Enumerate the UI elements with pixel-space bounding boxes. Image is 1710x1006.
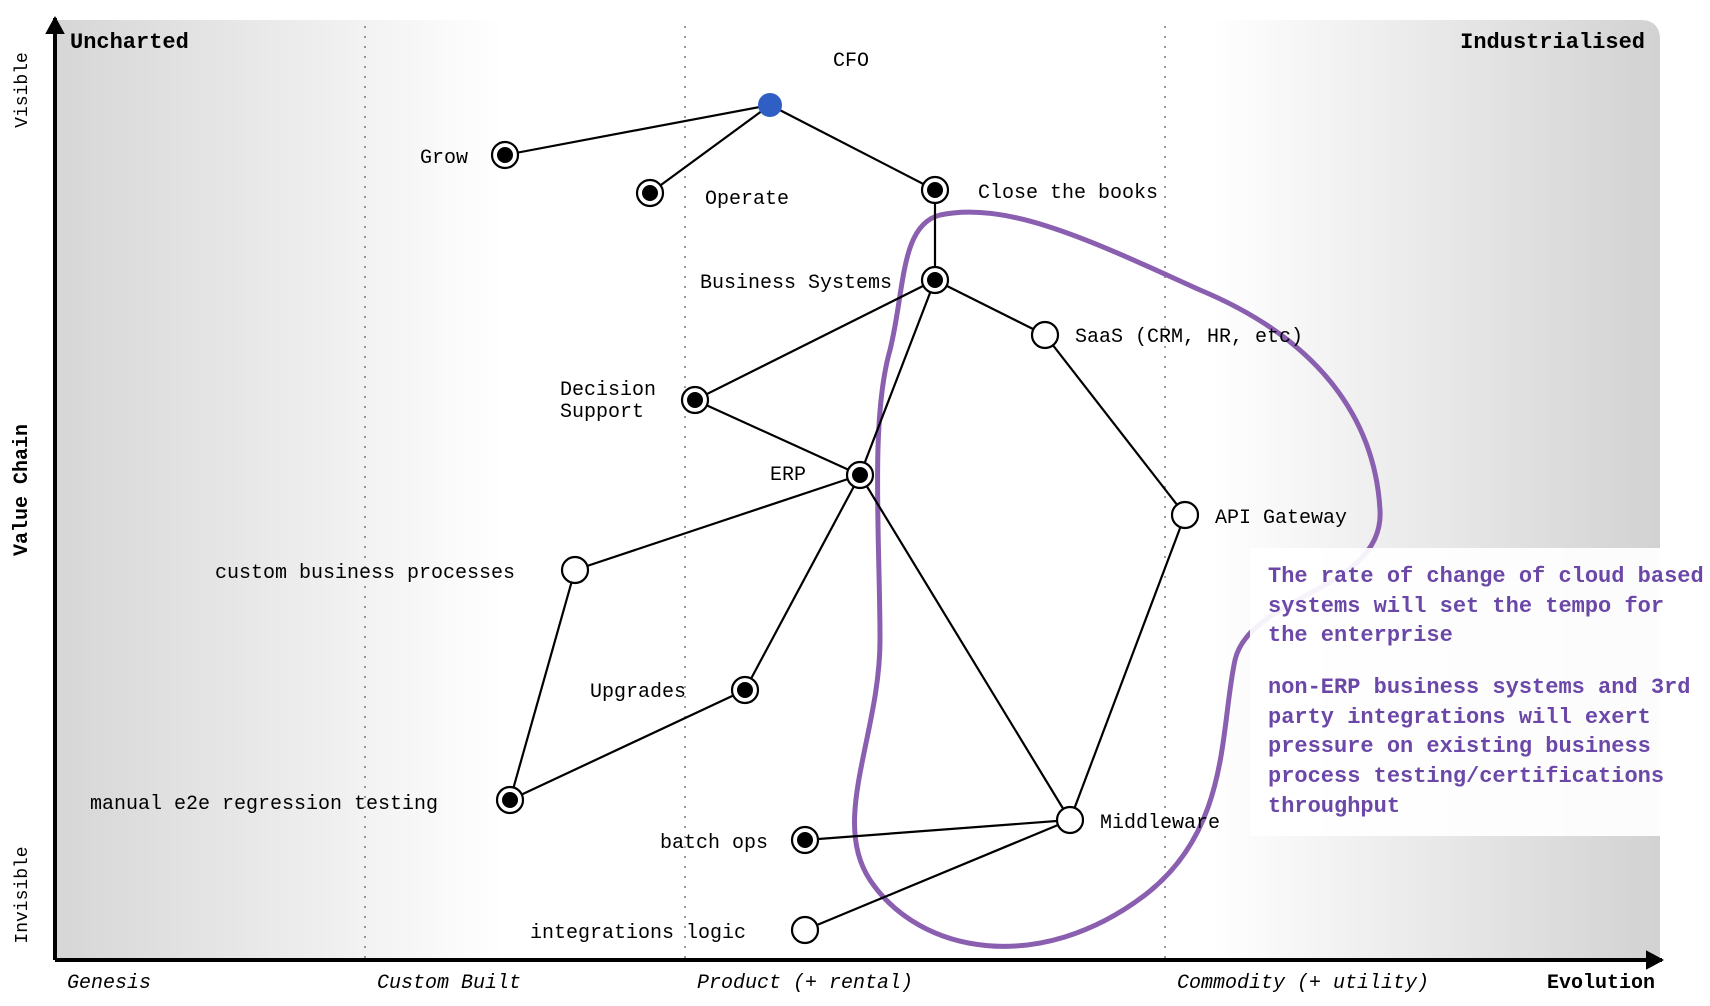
node-saas bbox=[1032, 322, 1058, 348]
node-operate-core bbox=[642, 185, 658, 201]
annotation-box: The rate of change of cloud based system… bbox=[1250, 548, 1710, 836]
x-section-label: Genesis bbox=[67, 972, 151, 995]
node-batch-core bbox=[797, 832, 813, 848]
label-manual: manual e2e regression testing bbox=[90, 793, 438, 816]
node-upgrades-core bbox=[737, 682, 753, 698]
node-intlogic bbox=[792, 917, 818, 943]
x-section-label: Custom Built bbox=[377, 972, 521, 995]
x-section-label: Product (+ rental) bbox=[697, 972, 913, 995]
x-section-label: Commodity (+ utility) bbox=[1177, 972, 1429, 995]
node-custom_bp bbox=[562, 557, 588, 583]
node-middleware bbox=[1057, 807, 1083, 833]
x-axis-title: Evolution bbox=[1547, 972, 1655, 995]
label-upgrades: Upgrades bbox=[590, 681, 686, 704]
y-bottom-label: Invisible bbox=[13, 846, 33, 943]
label-close: Close the books bbox=[978, 182, 1158, 205]
label-apigw: API Gateway bbox=[1215, 507, 1347, 530]
node-close-core bbox=[927, 182, 943, 198]
node-grow-core bbox=[497, 147, 513, 163]
corner-uncharted: Uncharted bbox=[70, 30, 189, 55]
y-top-label: Visible bbox=[13, 52, 33, 128]
label-custom_bp: custom business processes bbox=[215, 562, 515, 585]
label-middleware: Middleware bbox=[1100, 812, 1220, 835]
label-decision: DecisionSupport bbox=[560, 379, 656, 424]
node-cfo bbox=[758, 93, 782, 117]
label-intlogic: integrations logic bbox=[530, 922, 746, 945]
node-manual-core bbox=[502, 792, 518, 808]
label-batch: batch ops bbox=[660, 832, 768, 855]
node-bizsys-core bbox=[927, 272, 943, 288]
annotation-para-1: The rate of change of cloud based system… bbox=[1268, 562, 1708, 651]
label-cfo: CFO bbox=[833, 50, 869, 73]
annotation-para-2: non-ERP business systems and 3rd party i… bbox=[1268, 673, 1708, 821]
node-apigw bbox=[1172, 502, 1198, 528]
node-erp-core bbox=[852, 467, 868, 483]
label-bizsys: Business Systems bbox=[700, 272, 892, 295]
label-grow: Grow bbox=[420, 147, 468, 170]
wardley-map: CFO Grow Operate Close the books Business Sy… bbox=[0, 0, 1710, 1006]
corner-industrialised: Industrialised bbox=[1460, 30, 1645, 55]
node-decision-core bbox=[687, 392, 703, 408]
label-erp: ERP bbox=[770, 464, 806, 487]
label-operate: Operate bbox=[705, 188, 789, 211]
y-axis-title: Value Chain bbox=[11, 424, 34, 556]
label-saas: SaaS (CRM, HR, etc) bbox=[1075, 326, 1303, 349]
